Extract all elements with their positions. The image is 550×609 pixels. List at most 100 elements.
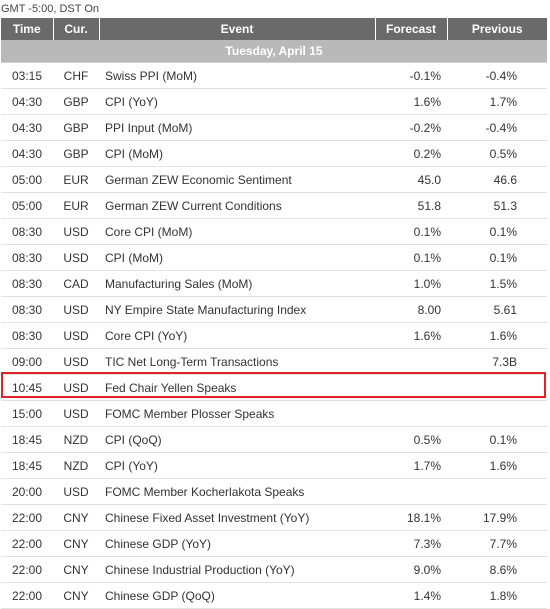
event-forecast: 9.0% (375, 556, 447, 583)
event-row[interactable]: 18:45 NZD CPI (YoY) 1.7% 1.6% (1, 452, 547, 479)
event-forecast: 7.3% (375, 530, 447, 557)
event-time: 18:45 (1, 452, 53, 479)
event-row[interactable]: 04:30 GBP CPI (MoM) 0.2% 0.5% (1, 140, 547, 167)
event-forecast: -0.2% (375, 114, 447, 141)
event-previous: -0.4% (447, 114, 547, 141)
event-previous: 51.3 (447, 192, 547, 219)
event-name: Fed Chair Yellen Speaks (99, 374, 375, 401)
event-name: PPI Input (MoM) (99, 114, 375, 141)
event-time: 08:30 (1, 244, 53, 271)
event-currency: EUR (53, 166, 99, 193)
column-header-time[interactable]: Time (1, 18, 54, 40)
event-forecast: 1.6% (375, 88, 447, 115)
event-row[interactable]: 08:30 USD Core CPI (MoM) 0.1% 0.1% (1, 218, 547, 245)
event-row[interactable]: 05:00 EUR German ZEW Economic Sentiment 45.… (1, 166, 547, 193)
event-name: CPI (QoQ) (99, 426, 375, 453)
event-name: Chinese Fixed Asset Investment (YoY) (99, 504, 375, 531)
event-currency: GBP (53, 114, 99, 141)
event-currency: CNY (53, 504, 99, 531)
date-header: Tuesday, April 15 (1, 40, 547, 63)
event-time: 04:30 (1, 140, 53, 167)
event-previous: 1.6% (447, 322, 547, 349)
header-row: Time Cur. Event Forecast Previous (1, 18, 547, 40)
event-currency: USD (53, 400, 99, 427)
event-row[interactable]: 05:00 EUR German ZEW Current Conditions 51.… (1, 192, 547, 219)
event-row[interactable]: 22:00 CNY Chinese Fixed Asset Investment (… (1, 504, 547, 531)
column-header-previous[interactable]: Previous (447, 18, 547, 40)
event-previous: 8.6% (447, 556, 547, 583)
event-currency: GBP (53, 88, 99, 115)
event-currency: CAD (53, 270, 99, 297)
event-time: 05:00 (1, 192, 53, 219)
event-name: Swiss PPI (MoM) (99, 62, 375, 89)
event-currency: USD (53, 244, 99, 271)
event-forecast: 0.2% (375, 140, 447, 167)
event-time: 10:45 (1, 374, 53, 401)
event-time: 22:00 (1, 582, 53, 609)
event-forecast: 18.1% (375, 504, 447, 531)
event-time: 04:30 (1, 88, 53, 115)
event-row[interactable]: 08:30 USD CPI (MoM) 0.1% 0.1% (1, 244, 547, 271)
event-forecast: 0.5% (375, 426, 447, 453)
event-row[interactable]: 03:15 CHF Swiss PPI (MoM) -0.1% -0.4% (1, 62, 547, 89)
event-time: 03:15 (1, 62, 53, 89)
event-previous: 0.5% (447, 140, 547, 167)
event-time: 08:30 (1, 296, 53, 323)
event-name: Chinese GDP (YoY) (99, 530, 375, 557)
event-currency: NZD (53, 426, 99, 453)
event-row[interactable]: 18:45 NZD CPI (QoQ) 0.5% 0.1% (1, 426, 547, 453)
event-row[interactable]: 09:00 USD TIC Net Long-Term Transactions 7.… (1, 348, 547, 375)
event-row[interactable]: 04:30 GBP PPI Input (MoM) -0.2% -0.4% (1, 114, 547, 141)
event-name: NY Empire State Manufacturing Index (99, 296, 375, 323)
event-previous: -0.4% (447, 62, 547, 89)
event-previous: 1.7% (447, 88, 547, 115)
event-previous: 1.6% (447, 452, 547, 479)
event-previous: 7.3B (447, 348, 547, 375)
event-name: German ZEW Economic Sentiment (99, 166, 375, 193)
economic-calendar-table: Time Cur. Event Forecast Previous Tuesda… (1, 18, 547, 609)
event-forecast: 1.0% (375, 270, 447, 297)
event-currency: USD (53, 218, 99, 245)
event-previous: 7.7% (447, 530, 547, 557)
event-forecast: -0.1% (375, 62, 447, 89)
event-name: Core CPI (YoY) (99, 322, 375, 349)
event-previous (447, 374, 547, 401)
event-row[interactable]: 08:30 CAD Manufacturing Sales (MoM) 1.0% 1.5… (1, 270, 547, 297)
event-name: CPI (MoM) (99, 140, 375, 167)
event-currency: CNY (53, 582, 99, 609)
event-row[interactable]: 08:30 USD Core CPI (YoY) 1.6% 1.6% (1, 322, 547, 349)
column-header-event[interactable]: Event (99, 18, 376, 40)
event-row[interactable]: 22:00 CNY Chinese GDP (QoQ) 1.4% 1.8% (1, 582, 547, 609)
event-name: Manufacturing Sales (MoM) (99, 270, 375, 297)
event-previous: 5.61 (447, 296, 547, 323)
event-time: 22:00 (1, 530, 53, 557)
event-currency: CNY (53, 556, 99, 583)
event-previous (447, 478, 547, 505)
event-forecast: 51.8 (375, 192, 447, 219)
event-row[interactable]: 20:00 USD FOMC Member Kocherlakota Speaks (1, 478, 547, 505)
event-previous: 1.5% (447, 270, 547, 297)
event-name: FOMC Member Kocherlakota Speaks (99, 478, 375, 505)
event-forecast: 8.00 (375, 296, 447, 323)
event-time: 15:00 (1, 400, 53, 427)
event-row[interactable]: 08:30 USD NY Empire State Manufacturing In… (1, 296, 547, 323)
column-header-currency[interactable]: Cur. (53, 18, 100, 40)
event-name: FOMC Member Plosser Speaks (99, 400, 375, 427)
event-forecast (375, 348, 447, 375)
event-row[interactable]: 22:00 CNY Chinese Industrial Production (Y… (1, 556, 547, 583)
event-time: 09:00 (1, 348, 53, 375)
event-row[interactable]: 22:00 CNY Chinese GDP (YoY) 7.3% 7.7% (1, 530, 547, 557)
event-name: Chinese Industrial Production (YoY) (99, 556, 375, 583)
event-row[interactable]: 10:45 USD Fed Chair Yellen Speaks (1, 374, 547, 401)
event-row[interactable]: 04:30 GBP CPI (YoY) 1.6% 1.7% (1, 88, 547, 115)
column-header-forecast[interactable]: Forecast (375, 18, 448, 40)
event-time: 22:00 (1, 504, 53, 531)
event-forecast: 0.1% (375, 244, 447, 271)
event-previous: 0.1% (447, 244, 547, 271)
event-currency: USD (53, 478, 99, 505)
event-time: 18:45 (1, 426, 53, 453)
event-currency: USD (53, 322, 99, 349)
event-row[interactable]: 15:00 USD FOMC Member Plosser Speaks (1, 400, 547, 427)
event-time: 20:00 (1, 478, 53, 505)
event-currency: CHF (53, 62, 99, 89)
